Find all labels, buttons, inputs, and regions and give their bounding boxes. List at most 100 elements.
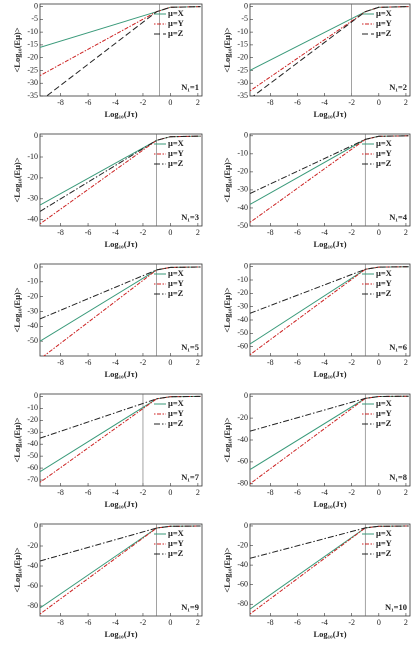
y-tick-label: -80 [27,601,38,610]
y-tick-label: -60 [237,580,248,589]
legend-label: μ=X [376,138,393,148]
y-axis-label: <Log₁₀(Eμ)> [222,547,232,592]
x-tick-label: 0 [168,98,172,107]
x-tick-label: 2 [196,618,200,627]
plot-frame [39,393,203,487]
y-tick-label: -25 [237,65,248,74]
x-tick-label: -6 [85,228,92,237]
x-tick-label: -8 [57,618,64,627]
x-axis-label: Log₁₀(Jτ) [104,629,137,639]
legend-label: μ=Z [376,418,392,428]
x-tick-label: -2 [140,618,147,627]
legend-label: μ=Y [376,278,392,288]
x-axis-label: Log₁₀(Jτ) [313,109,346,119]
legend-label: μ=X [168,528,185,538]
x-tick-label: -6 [85,488,92,497]
legend-label: μ=Z [168,288,184,298]
annotation: N₁=2 [389,82,407,92]
annotation: N₁=10 [385,602,407,612]
x-tick-label: -2 [140,358,147,367]
x-tick-label: -6 [294,98,301,107]
y-tick-label: 0 [34,521,38,530]
y-tick-label: -10 [27,152,38,161]
x-tick-label: -4 [112,488,119,497]
x-tick-label: -2 [140,488,147,497]
plot-frame [39,3,203,97]
x-tick-label: 0 [377,358,381,367]
x-tick-label: -2 [140,228,147,237]
y-tick-label: -10 [27,27,38,36]
legend-label: μ=X [376,398,393,408]
x-tick-label: -6 [294,488,301,497]
y-axis-label: <Log₁₀(Eμ)> [222,417,232,462]
x-tick-label: 2 [404,98,408,107]
x-tick-label: -6 [85,358,92,367]
x-tick-label: -2 [348,488,355,497]
legend-label: μ=X [168,398,185,408]
x-tick-label: 0 [168,618,172,627]
x-tick-label: -4 [321,488,328,497]
x-tick-label: -8 [57,488,64,497]
x-tick-label: 0 [168,358,172,367]
y-tick-label: -40 [27,215,38,224]
legend-label: μ=Z [376,28,392,38]
y-tick-label: -10 [237,149,248,158]
legend-label: μ=Z [376,158,392,168]
legend-label: μ=Y [168,408,184,418]
y-tick-label: 0 [34,131,38,140]
legend-label: μ=Z [168,548,184,558]
x-tick-label: 0 [168,488,172,497]
y-axis-label: <Log₁₀(Eμ)> [12,547,22,592]
y-tick-label: -30 [27,306,38,315]
y-tick-label: -40 [27,439,38,448]
series-line [250,525,409,615]
legend-label: μ=Y [168,538,184,548]
x-tick-label: -2 [348,358,355,367]
x-tick-label: 0 [168,228,172,237]
x-tick-label: 0 [377,618,381,627]
x-tick-label: -8 [267,98,274,107]
x-tick-label: -8 [267,358,274,367]
x-axis-label: Log₁₀(Jτ) [104,499,137,509]
y-axis-label: <Log₁₀(Eμ)> [222,287,232,332]
y-tick-label: -60 [237,457,248,466]
legend-label: μ=Z [168,418,184,428]
x-tick-label: -4 [112,228,119,237]
x-tick-label: -8 [267,228,274,237]
y-tick-label: -20 [237,167,248,176]
plot-frame [249,523,411,617]
legend-label: μ=X [376,268,393,278]
y-tick-label: -25 [27,65,38,74]
annotation: N₁=3 [181,212,199,222]
x-tick-label: -6 [294,228,301,237]
plot-frame [39,133,203,227]
x-tick-label: 2 [404,488,408,497]
y-tick-label: -40 [27,321,38,330]
x-axis-label: Log₁₀(Jτ) [313,239,346,249]
y-tick-label: -30 [27,427,38,436]
y-tick-label: -60 [27,463,38,472]
y-axis-label: <Log₁₀(Eμ)> [12,27,22,72]
series-line [40,395,201,439]
x-tick-label: -8 [267,618,274,627]
plot-frame [249,263,411,357]
y-axis-label: <Log₁₀(Eμ)> [12,157,22,202]
y-tick-label: -50 [27,451,38,460]
annotation: N₁=1 [181,82,199,92]
y-tick-label: -50 [237,221,248,230]
y-axis-label: <Log₁₀(Eμ)> [12,417,22,462]
y-tick-label: -20 [27,173,38,182]
annotation: N₁=7 [181,472,200,482]
series-line [252,6,409,96]
x-tick-label: -4 [321,358,328,367]
y-tick-label: -80 [237,599,248,608]
y-tick-label: -70 [27,475,38,484]
y-tick-label: -30 [27,194,38,203]
x-axis-label: Log₁₀(Jτ) [313,369,346,379]
x-tick-label: 0 [377,228,381,237]
legend-label: μ=Y [168,18,184,28]
y-tick-label: -10 [27,403,38,412]
x-tick-label: -4 [112,98,119,107]
legend-label: μ=Z [168,158,184,168]
y-tick-label: -10 [237,275,248,284]
